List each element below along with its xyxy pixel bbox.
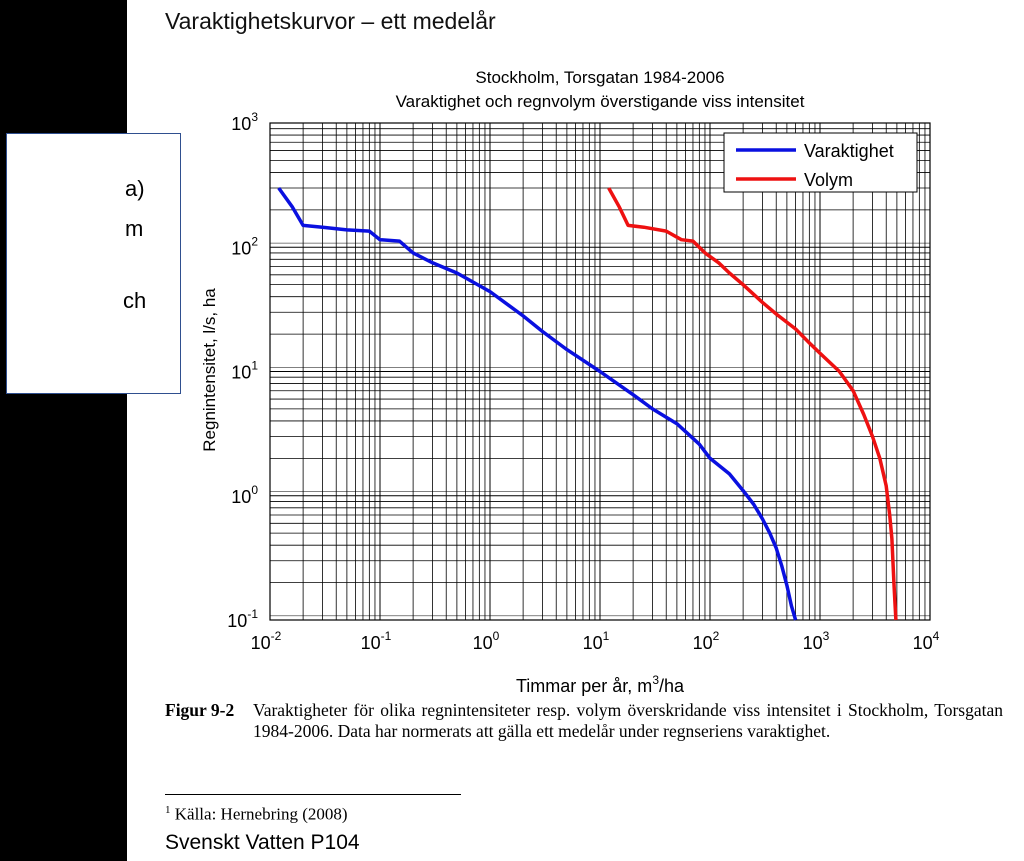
x-axis-label: Timmar per år, m3/ha [516,673,685,696]
footer-source: Svenskt Vatten P104 [165,831,360,854]
caption-label: Figur 9-2 [165,700,235,720]
series-line-volym [607,187,898,621]
left-dark-panel [0,0,127,861]
y-tick-label: 100 [231,483,258,507]
x-tick-label: 103 [803,629,830,653]
caption-text: Varaktigheter för olika regnintensiteter… [253,700,1003,741]
x-tick-label: 100 [473,629,500,653]
legend-label-volym: Volym [804,170,853,190]
y-axis-label: Regnintensitet, l/s, ha [200,288,219,452]
x-tick-label: 101 [583,629,610,653]
y-tick-label: 103 [231,110,258,134]
footnote: 1 Källa: Hernebring (2008) [165,804,348,825]
legend-box [723,132,918,193]
chart-subtitle: Varaktighet och regnvolym överstigande v… [396,92,805,111]
footnote-rule [165,794,461,795]
series-lines [277,186,898,621]
y-tick-label: 102 [231,234,258,258]
page-heading: Varaktighetskurvor – ett medelår [165,8,496,34]
side-fragment-2: m [125,216,144,241]
x-tick-label: 104 [913,629,940,653]
series-line-varaktighet [277,186,798,621]
side-fragment-1: a) [125,176,145,201]
y-tick-label: 10-1 [227,607,258,631]
x-tick-label: 102 [693,629,720,653]
x-tick-label: 10-2 [251,629,282,653]
duration-chart: Stockholm, Torsgatan 1984-2006 Varaktigh… [200,68,940,696]
y-tick-label: 101 [231,359,258,383]
chart-title: Stockholm, Torsgatan 1984-2006 [475,68,724,87]
footnote-text: Källa: Hernebring (2008) [170,804,348,824]
footnote-mark: 1 [165,804,171,816]
overlapping-text-box: a) m ch [6,133,181,394]
plot-frame [269,122,931,621]
side-fragment-3: ch [123,288,147,313]
legend-label-varaktighet: Varaktighet [804,141,894,161]
x-tick-label: 10-1 [361,629,392,653]
legend: Varaktighet Volym [723,132,918,193]
